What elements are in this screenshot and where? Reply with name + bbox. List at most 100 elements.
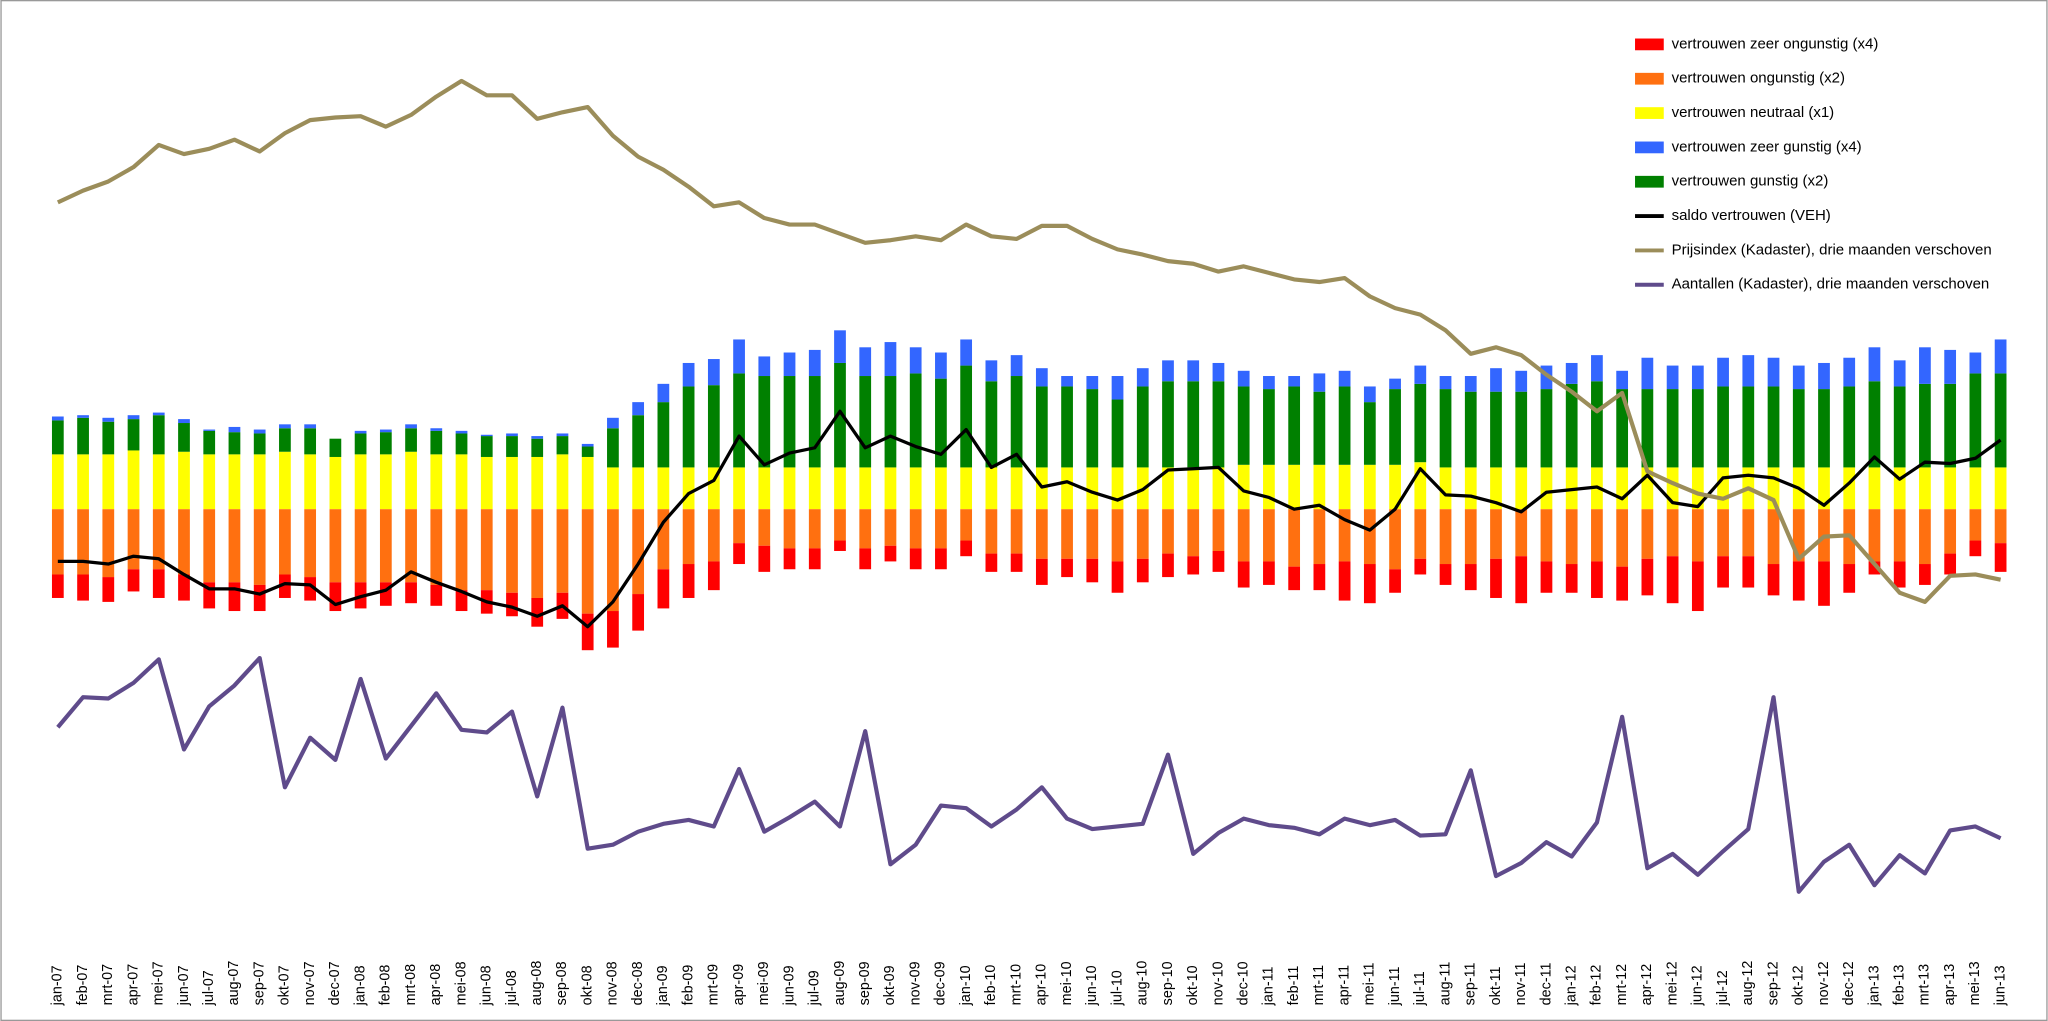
x-tick-label: feb-08	[378, 965, 394, 1006]
bar-segment	[1414, 509, 1427, 559]
bar-segment	[379, 582, 392, 606]
bar-segment	[1717, 357, 1729, 387]
bar-segment	[783, 467, 796, 510]
bar-segment	[935, 352, 947, 379]
bar-segment	[178, 419, 190, 424]
bar-segment	[1338, 464, 1351, 510]
x-tick-label: dec-07	[327, 961, 343, 1005]
bar-segment	[884, 509, 897, 546]
bar-segment	[607, 417, 619, 429]
bar-segment	[1061, 386, 1073, 468]
bar-segment	[1035, 386, 1048, 468]
bar-segment	[1212, 362, 1225, 382]
x-tick-label: apr-08	[428, 964, 444, 1006]
bar-segment	[253, 454, 266, 510]
bar-segment	[354, 433, 367, 455]
bar-segment	[430, 428, 443, 431]
bar-segment	[228, 426, 241, 433]
bar-segment	[1666, 389, 1679, 468]
bar-segment	[152, 454, 165, 510]
bar-segment	[1944, 553, 1957, 575]
bar-segment	[1464, 376, 1477, 392]
bar-segment	[581, 443, 594, 447]
bar-segment	[834, 540, 846, 551]
bar-segment	[1792, 509, 1805, 562]
bar-segment	[960, 509, 973, 541]
bar-segment	[1616, 389, 1629, 468]
bar-segment	[1691, 389, 1704, 468]
x-tick-label: nov-07	[302, 961, 318, 1005]
bar-segment	[1313, 564, 1326, 591]
bar-segment	[1767, 467, 1780, 510]
bar-segment	[707, 359, 720, 386]
bar-segment	[1010, 467, 1023, 510]
x-tick-label: jul-10	[1109, 970, 1125, 1006]
bar-segment	[1490, 368, 1502, 392]
bar-segment	[1439, 376, 1452, 390]
bar-segment	[1641, 357, 1654, 390]
bar-segment	[1919, 383, 1931, 468]
bar-segment	[1338, 370, 1351, 387]
legend-label: vertrouwen zeer ongunstig (x4)	[1672, 35, 1879, 52]
bar-segment	[1641, 389, 1654, 468]
bar-segment	[1187, 556, 1200, 575]
bar-segment	[1868, 509, 1881, 562]
bar-segment	[909, 509, 922, 549]
bar-segment	[1288, 509, 1301, 567]
bar-segment	[834, 467, 846, 510]
x-tick-label: mrt-11	[1311, 965, 1327, 1005]
bar-segment	[1919, 347, 1931, 384]
bar-segment	[1389, 389, 1401, 465]
x-tick-label: apr-10	[1034, 964, 1050, 1006]
bar-segment	[1035, 368, 1048, 387]
bar-segment	[1363, 509, 1376, 565]
bar-segment	[581, 613, 594, 651]
bar-segment	[1237, 509, 1250, 562]
legend-label: Aantallen (Kadaster), drie maanden versc…	[1672, 276, 1990, 293]
x-tick-label: mrt-09	[706, 964, 722, 1006]
legend-label: vertrouwen guns­tig (x2)	[1672, 173, 1829, 190]
x-tick-label: dec-10	[1235, 961, 1251, 1005]
bar-segment	[808, 467, 821, 510]
bar-segment	[581, 509, 594, 614]
bar-segment	[758, 356, 771, 377]
bar-segment	[1767, 564, 1780, 596]
bar-segment	[1691, 509, 1704, 562]
bar-segment	[1288, 376, 1301, 387]
bar-segment	[329, 582, 342, 612]
bar-segment	[859, 467, 872, 510]
bar-segment	[1464, 467, 1477, 510]
x-tick-label: sep-12	[1765, 961, 1781, 1005]
x-tick-label: sep-07	[251, 961, 267, 1005]
bar-segment	[1767, 357, 1780, 387]
bar-segment	[77, 454, 89, 510]
bar-segment	[632, 402, 645, 416]
bar-segment	[1641, 558, 1654, 596]
bar-segment	[657, 467, 670, 510]
bar-segment	[1313, 391, 1326, 465]
bar-segment	[808, 509, 821, 549]
bar-segment	[707, 561, 720, 591]
bar-segment	[1540, 365, 1553, 390]
bar-segment	[1061, 467, 1073, 510]
x-tick-label: okt-12	[1791, 965, 1807, 1005]
bar-segment	[960, 365, 973, 468]
bar-segment	[1616, 370, 1629, 390]
bar-segment	[51, 574, 64, 598]
bar-segment	[935, 467, 947, 510]
bar-segment	[51, 454, 64, 510]
bar-segment	[1843, 564, 1856, 593]
bar-segment	[279, 574, 291, 598]
bar-segment	[1893, 386, 1906, 468]
bar-segment	[682, 467, 695, 510]
bar-segment	[1035, 558, 1048, 585]
bar-segment	[884, 342, 897, 377]
x-tick-label: jan-09	[655, 965, 671, 1006]
bar-segment	[859, 509, 872, 549]
bar-segment	[1969, 509, 1982, 541]
x-tick-label: nov-10	[1210, 961, 1226, 1005]
bar-segment	[834, 330, 846, 363]
bar-segment	[102, 577, 115, 602]
x-tick-label: dec-12	[1841, 961, 1857, 1005]
bar-segment	[1691, 365, 1704, 390]
